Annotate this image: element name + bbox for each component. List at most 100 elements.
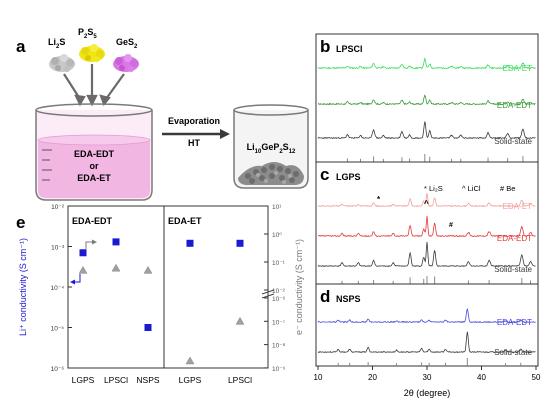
panel-e-letter: e xyxy=(16,213,25,232)
solution-beaker xyxy=(35,103,153,201)
xrd-x-label: 2θ (degree) xyxy=(404,388,451,398)
process-arrow xyxy=(162,129,230,139)
xrd-c-legend-2: # Be xyxy=(500,184,515,193)
category-label-edt-0: LGPS xyxy=(72,375,95,385)
panel-a-letter: a xyxy=(16,37,26,56)
product-beaker xyxy=(233,104,309,189)
category-label-edt-1: LPSCl xyxy=(104,375,128,385)
e-point-0 xyxy=(78,265,88,274)
xrd-x-tick-label-1: 20 xyxy=(368,373,377,382)
xrd-c-label-0: EDA-ET xyxy=(503,202,532,211)
panel-c-letter: c xyxy=(320,165,329,184)
precursor-arrows xyxy=(63,64,125,107)
arrow-label-evaporation: Evaporation xyxy=(168,116,220,126)
e-point-2 xyxy=(143,265,153,274)
svg-text:*: * xyxy=(377,195,381,204)
xrd-d-trace-1 xyxy=(317,331,536,353)
xrd-x-tick-label-2: 30 xyxy=(423,373,432,382)
xrd-b-label-2: Solid-state xyxy=(494,137,532,146)
panel-e-frame xyxy=(67,205,269,369)
axis-break xyxy=(261,289,275,299)
panel-c-title: LGPS xyxy=(336,172,361,182)
ges2-powder xyxy=(113,54,139,72)
group-label-eda-edt: EDA-EDT xyxy=(72,216,113,226)
li-tick-label-0: 10⁻² xyxy=(51,204,65,211)
xrd-x-tick-label-3: 40 xyxy=(477,373,486,382)
panel-a: a Li2S P2S5 GeS2 xyxy=(16,27,309,201)
e-axis-ticks: 10¹ 10⁰ 10⁻¹ 10⁻²10⁻⁶ 10⁻⁷ 10⁻⁸ 10⁻⁹ xyxy=(264,204,286,373)
category-labels: LGPS LPSCl NSPS LGPS LPSCl xyxy=(72,375,253,385)
li-point-3 xyxy=(186,239,194,247)
li-tick-label-3: 10⁻⁵ xyxy=(51,326,65,333)
xrd-b-label-0: EDA-ET xyxy=(503,64,532,73)
e-tick-lower-label-3: 10⁻⁹ xyxy=(272,366,286,373)
panel-c: c LGPS * Li₂S ^ LiCl # Be * ^ # EDA-ET E… xyxy=(315,161,539,285)
solvent-label-or: or xyxy=(90,161,99,171)
e-tick-lower-label-0: 10⁻⁶ xyxy=(272,296,286,303)
xrd-c-label-1: EDA-EDT xyxy=(497,234,532,243)
li-point-0 xyxy=(79,249,87,257)
li-tick-label-1: 10⁻³ xyxy=(51,245,65,252)
xrd-panels: b LPSCl EDA-ET EDA-EDT Solid-state c LGP… xyxy=(314,33,541,398)
e-point-4 xyxy=(235,316,245,325)
category-label-et-1: LPSCl xyxy=(228,375,252,385)
xrd-b-label-1: EDA-EDT xyxy=(497,101,532,110)
xrd-x-tick-label-4: 50 xyxy=(532,373,541,382)
panel-d-letter: d xyxy=(320,287,330,306)
panel-b: b LPSCl EDA-ET EDA-EDT Solid-state xyxy=(315,33,539,163)
svg-text:#: # xyxy=(449,222,453,229)
xrd-d-traces xyxy=(317,307,536,366)
xrd-c-trace-1 xyxy=(317,215,536,238)
solvent-label-2: EDA-ET xyxy=(77,173,111,183)
direction-indicators xyxy=(70,239,97,285)
xrd-d-trace-0 xyxy=(317,307,536,324)
panel-e: e EDA-EDT EDA-ET 10⁻² 10⁻³ 10⁻⁴ 10⁻⁵ 10⁻⁶ 10… xyxy=(16,204,304,385)
xrd-c-legend-0: * Li₂S xyxy=(424,184,443,193)
precursor-label-ges2: GeS2 xyxy=(116,37,138,50)
e-tick-upper-label-2: 10⁻¹ xyxy=(272,260,286,267)
xrd-d-label-1: Solid-state xyxy=(494,348,532,357)
li-axis-label: Li⁺ conductivity (S cm⁻¹) xyxy=(18,238,28,336)
xrd-d-label-0: EDA-EDT xyxy=(497,318,532,327)
e-point-1 xyxy=(111,263,121,272)
xrd-c-trace-2 xyxy=(317,241,536,267)
category-label-edt-2: NSPS xyxy=(136,375,159,385)
xrd-c-traces xyxy=(317,192,536,284)
group-label-eda-et: EDA-ET xyxy=(168,216,202,226)
xrd-b-trace-1 xyxy=(318,94,536,106)
e-tick-upper-label-3: 10⁻² xyxy=(272,288,286,295)
panel-b-title: LPSCl xyxy=(336,44,363,54)
category-label-et-0: LGPS xyxy=(179,375,202,385)
precursor-label-p2s5: P2S5 xyxy=(78,27,97,40)
xrd-x-tick-label-0: 10 xyxy=(314,373,323,382)
svg-text:^: ^ xyxy=(424,199,429,208)
li-point-2 xyxy=(144,324,152,331)
xrd-c-markers: * ^ # xyxy=(377,195,453,229)
product-label: Li10GeP2S12 xyxy=(247,142,296,155)
solvent-label-1: EDA-EDT xyxy=(74,149,115,159)
e-axis-label: e⁻ conductivity (S cm⁻¹) xyxy=(294,239,304,335)
e-tick-lower-label-1: 10⁻⁷ xyxy=(272,319,286,326)
arrow-label-ht: HT xyxy=(188,138,200,148)
e-tick-upper-label-1: 10⁰ xyxy=(272,232,282,239)
panel-d-title: NSPS xyxy=(336,294,361,304)
li-point-4 xyxy=(236,239,244,247)
xrd-c-label-2: Solid-state xyxy=(494,265,532,274)
li-tick-label-4: 10⁻⁶ xyxy=(51,366,65,373)
li-axis-ticks: 10⁻² 10⁻³ 10⁻⁴ 10⁻⁵ 10⁻⁶ xyxy=(51,204,72,373)
precursor-label-li2s: Li2S xyxy=(48,37,65,50)
panel-b-letter: b xyxy=(320,37,330,56)
p2s5-powder xyxy=(79,44,105,62)
e-tick-lower-label-2: 10⁻⁸ xyxy=(272,343,286,350)
li-tick-label-2: 10⁻⁴ xyxy=(51,285,65,292)
xrd-b-traces xyxy=(317,57,536,162)
li-point-1 xyxy=(112,238,120,246)
conductivity-points xyxy=(78,238,245,365)
li2s-powder xyxy=(49,54,75,72)
xrd-c-legend-1: ^ LiCl xyxy=(462,184,481,193)
xrd-c-trace-0 xyxy=(317,192,536,208)
xrd-x-axis: 10 20 30 40 50 xyxy=(314,366,541,382)
xrd-b-trace-0 xyxy=(317,57,536,70)
e-point-3 xyxy=(185,356,195,365)
